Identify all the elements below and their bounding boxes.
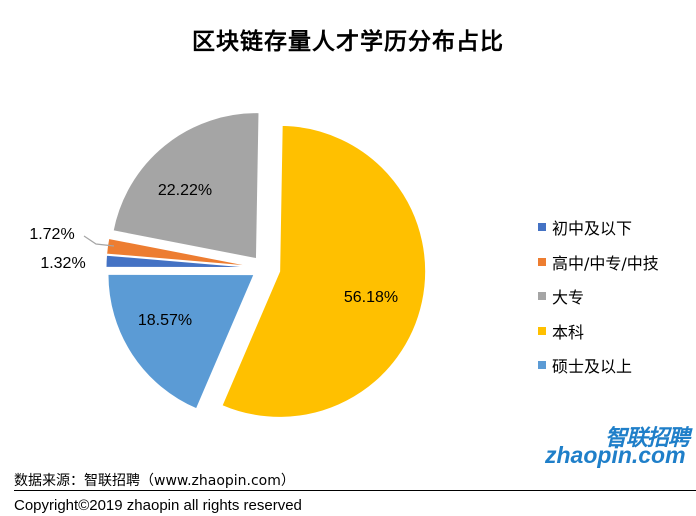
legend-swatch [538,361,546,370]
zhaopin-logo: 智联招聘 zhaopin.com [545,420,695,470]
legend-label: 本科 [552,322,585,342]
chart-title: 区块链存量人才学历分布占比 [192,29,504,55]
divider [14,490,696,491]
legend-label: 大专 [552,288,585,308]
legend-swatch [538,257,546,266]
data-label-master-or-above: 18.57% [138,312,192,329]
data-label-high-school-vocational: 1.72% [29,226,74,243]
pie-slice-bachelor [221,124,427,418]
data-label-junior-college: 22.22% [158,182,212,199]
pie-slice-junior-college [112,112,260,260]
data-source: 数据来源：智联招聘（www.zhaopin.com） [14,473,295,489]
legend-item-master-or-above: 硕士及以上 [538,348,659,383]
data-label-bachelor: 56.18% [344,289,398,306]
legend-item-high-school-vocational: 高中/中专/中技 [538,245,659,280]
label-leader-line [83,235,115,247]
legend-label: 硕士及以上 [552,357,633,377]
legend-item-junior-college: 大专 [538,279,659,314]
copyright: Copyright©2019 zhaopin all rights reserv… [14,497,302,514]
legend-label: 初中及以下 [552,219,633,239]
legend-item-primary-or-below: 初中及以下 [538,210,659,245]
legend-swatch [538,292,546,301]
legend-item-bachelor: 本科 [538,314,659,349]
legend: 初中及以下高中/中专/中技 大专本科硕士及以上 [538,210,659,383]
pie-chart: 1.32% 1.72% 22.22% 56.18% 18.57% [29,112,427,418]
pie-slice-master-or-above [107,273,255,410]
data-label-primary-or-below: 1.32% [40,255,85,272]
legend-label: 高中/中专/中技 [552,253,659,273]
pie-slice-high-school-vocational [106,237,253,267]
logo-english: zhaopin.com [545,442,686,468]
logo-chinese: 智联招聘 [605,426,690,451]
legend-swatch [538,223,546,232]
legend-swatch [538,326,546,335]
pie-slice-primary-or-below [105,254,253,268]
